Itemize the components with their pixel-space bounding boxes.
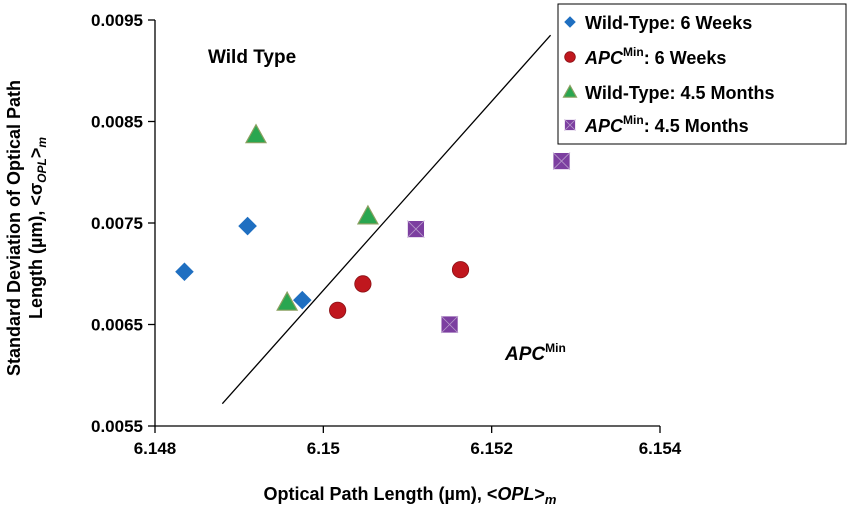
y-tick-label: 0.0065	[91, 316, 143, 335]
marker-x-stroke	[552, 152, 571, 170]
annotation-wild-type: Wild Type	[208, 47, 296, 68]
data-point	[236, 215, 259, 237]
data-point	[244, 123, 268, 144]
x-tick-label: 6.152	[470, 439, 513, 458]
y-axis-title-line2: Length (µm), <σOPL>m	[26, 137, 49, 319]
data-point	[356, 204, 379, 225]
marker-x-stroke	[407, 220, 425, 238]
legend-box	[557, 3, 847, 145]
data-point	[173, 261, 196, 283]
x-tick-label: 6.15	[307, 439, 340, 458]
marker-x-stroke	[564, 119, 576, 131]
data-point	[451, 261, 470, 279]
x-ticks: 6.148 6.15 6.152 6.154	[134, 426, 682, 458]
y-ticks: 0.0055 0.0065 0.0075 0.0085 0.0095	[91, 11, 155, 436]
y-tick-label: 0.0085	[91, 113, 143, 132]
legend: Wild-Type: 6 Weeks APCMin: 6 Weeks Wild-Ty…	[557, 3, 847, 145]
legend-label: APCMin: 4.5 Months	[584, 113, 749, 136]
data-point	[276, 290, 299, 311]
data-point	[354, 275, 372, 293]
legend-label: APCMin: 6 Weeks	[584, 45, 726, 68]
y-tick-label: 0.0095	[91, 11, 143, 30]
y-axis-title-line1: Standard Deviation of Optical Path	[4, 80, 24, 376]
x-axis-title: Optical Path Length (µm), <OPL>m	[264, 484, 557, 507]
data-point	[291, 289, 313, 311]
legend-marker	[562, 84, 578, 98]
data-point	[440, 315, 459, 334]
y-tick-label: 0.0055	[91, 417, 143, 436]
divider-line	[221, 34, 552, 405]
data-points	[173, 123, 571, 334]
annotation-apcmin: APCMin	[504, 341, 566, 365]
legend-label: Wild-Type: 4.5 Months	[585, 83, 775, 103]
legend-marker	[564, 51, 576, 63]
y-axis-title: Standard Deviation of Optical Path Lengt…	[4, 80, 49, 376]
legend-label: Wild-Type: 6 Weeks	[585, 13, 752, 33]
x-tick-label: 6.154	[639, 439, 682, 458]
data-point	[407, 220, 425, 238]
marker-x-stroke	[440, 315, 459, 334]
y-tick-label: 0.0075	[91, 214, 143, 233]
legend-marker	[562, 14, 578, 30]
legend-marker	[564, 119, 576, 131]
legend-items: Wild-Type: 6 Weeks APCMin: 6 Weeks Wild-Ty…	[562, 13, 775, 136]
data-point	[552, 152, 571, 170]
x-tick-label: 6.148	[134, 439, 177, 458]
data-point	[329, 301, 347, 319]
